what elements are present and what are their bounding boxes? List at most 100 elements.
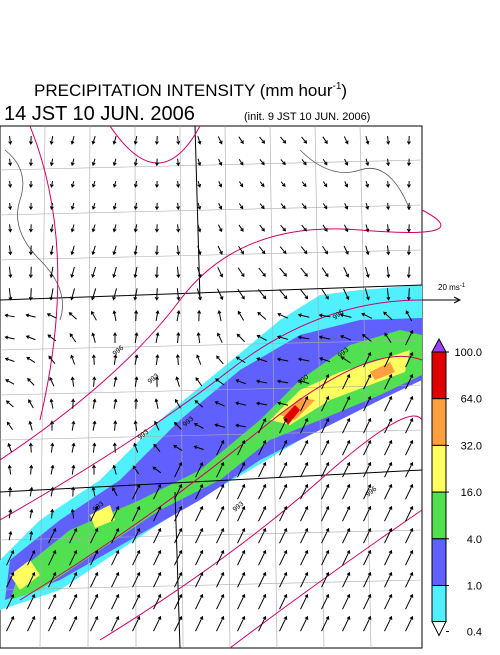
wind-arrow <box>174 483 183 500</box>
wind-arrow <box>91 180 96 188</box>
wind-arrow <box>321 483 330 500</box>
precip-area <box>283 405 300 425</box>
wind-arrow <box>386 180 391 188</box>
wind-arrow <box>280 203 286 210</box>
wind-arrow <box>216 483 225 500</box>
wind-arrow <box>278 289 288 300</box>
wind-arrow <box>218 158 223 166</box>
wind-arrow <box>216 615 225 632</box>
wind-arrow <box>340 356 351 364</box>
wind-arrow <box>343 267 350 278</box>
wind-arrow <box>361 334 372 342</box>
wind-arrow <box>25 313 36 318</box>
wind-arrow <box>279 439 288 456</box>
vector-scale: 20 ms-1 <box>422 283 466 304</box>
wind-arrow <box>386 135 391 145</box>
wind-arrow <box>47 334 57 342</box>
wind-arrow <box>405 329 414 346</box>
wind-arrow <box>276 335 289 340</box>
wind-arrow <box>92 376 97 387</box>
wind-arrow <box>258 615 267 632</box>
wind-arrow <box>48 355 56 365</box>
wind-arrow <box>133 158 138 167</box>
wind-arrow <box>176 331 181 344</box>
wind-arrow <box>70 245 75 256</box>
wind-arrow <box>339 313 352 318</box>
wind-arrow <box>28 245 33 256</box>
wind-arrow <box>197 266 202 278</box>
wind-arrow <box>384 527 393 544</box>
wind-arrow <box>216 439 225 456</box>
colorbar-label: 16.0 <box>461 487 482 499</box>
wind-arrow <box>318 313 331 318</box>
wind-arrow <box>195 461 204 478</box>
wind-arrow <box>365 158 370 167</box>
wind-arrow <box>217 224 223 233</box>
wind-arrow <box>237 615 246 632</box>
colorbar-label: 100.0 <box>454 347 482 359</box>
wind-arrow <box>405 310 413 322</box>
wind-arrow <box>48 571 57 588</box>
wind-arrow <box>7 464 12 475</box>
wind-arrow <box>90 527 99 544</box>
wind-arrow <box>297 313 310 318</box>
wind-arrow <box>300 571 309 588</box>
wind-arrow <box>176 224 181 233</box>
wind-arrow <box>405 351 414 368</box>
wind-arrow <box>300 461 309 478</box>
wind-arrow <box>174 461 183 478</box>
colorbar-box <box>431 491 447 540</box>
wind-arrow <box>90 571 99 588</box>
wind-arrow <box>91 266 97 278</box>
wind-arrow <box>236 333 246 343</box>
wind-arrow <box>237 267 245 278</box>
wind-arrow <box>70 158 75 167</box>
wind-arrow <box>132 465 140 475</box>
boundary <box>0 125 423 649</box>
wind-arrow <box>134 398 139 409</box>
wind-arrow <box>133 288 138 301</box>
wind-arrow <box>112 136 117 145</box>
wind-arrow <box>134 354 139 365</box>
wind-arrow <box>340 334 352 341</box>
wind-arrow <box>91 332 96 343</box>
wind-arrow <box>321 417 330 434</box>
wind-arrow <box>195 549 204 566</box>
wind-arrow <box>132 571 141 588</box>
wind-arrow <box>280 181 286 188</box>
wind-arrow <box>301 203 307 210</box>
wind-arrow <box>342 483 351 500</box>
wind-arrow <box>28 288 33 301</box>
wind-arrow <box>321 267 329 278</box>
wind-arrow <box>197 180 202 188</box>
wind-arrow <box>90 505 99 522</box>
wind-arrow <box>154 288 159 301</box>
colorbar: 100.0 64.0 32.0 16.0 4.0 1.0 0.4 <box>431 337 482 639</box>
wind-arrow <box>322 203 328 210</box>
vector-scale-text: 20 ms <box>438 283 460 292</box>
wind-arrow <box>27 571 36 588</box>
wind-arrow <box>111 593 120 610</box>
wind-arrow <box>69 615 78 632</box>
wind-arrow <box>363 461 372 478</box>
contours <box>0 125 442 649</box>
wind-arrow <box>28 158 33 167</box>
wind-arrow <box>405 615 414 632</box>
wind-arrow <box>8 224 13 233</box>
wind-arrow <box>195 377 203 387</box>
wind-arrow <box>113 420 118 431</box>
wind-arrow <box>405 527 414 544</box>
wind-arrow <box>196 288 202 301</box>
wind-arrow <box>71 398 76 409</box>
precip-area <box>10 560 40 590</box>
wind-arrow <box>343 224 349 233</box>
wind-arrow <box>6 421 13 431</box>
wind-arrow <box>154 420 160 431</box>
wind-arrow <box>91 354 96 365</box>
wind-arrow <box>217 309 222 322</box>
wind-arrow <box>259 224 265 232</box>
wind-arrow <box>300 439 309 456</box>
wind-arrow <box>8 486 13 497</box>
wind-arrow <box>4 335 15 340</box>
wind-arrow <box>49 245 54 256</box>
